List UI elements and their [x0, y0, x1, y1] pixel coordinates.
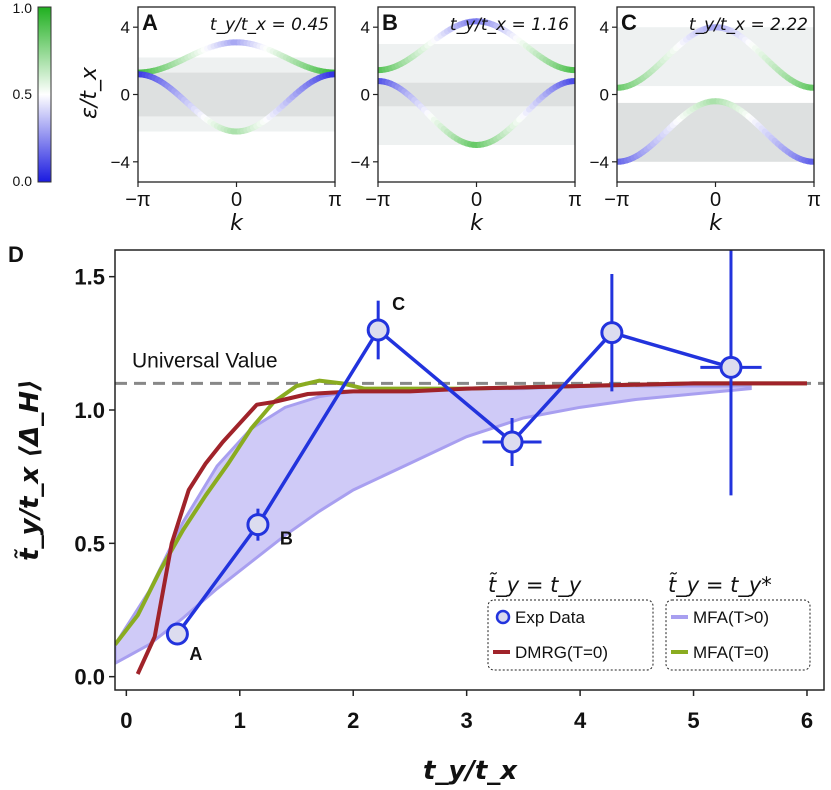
d-y-tick-label: 1.5 [74, 265, 105, 290]
d-y-tick-label: 0.0 [74, 665, 105, 690]
colorbar-tick-low: 0.0 [13, 173, 33, 189]
y-tick-label: −4 [590, 153, 609, 172]
panel-a: 4 0 −4 −π 0 π k A t_y/t_x = 0.45 [111, 6, 342, 236]
band-plot-a [138, 39, 335, 135]
legend: t̃_y = t_y t̃_y = t_y* Exp Data DMRG(T=0… [487, 572, 811, 671]
exp-point-label: C [392, 294, 405, 314]
d-ylabel: t̃_y/t_x ⟨Δ_H⟩ [13, 379, 45, 561]
y-tick-label: 0 [600, 86, 609, 105]
d-y-tick-label: 0.5 [74, 531, 105, 556]
x-tick-label: 0 [231, 189, 242, 211]
d-x-tick-label: 6 [801, 708, 813, 733]
exp-data-point [165, 622, 189, 646]
legend-label-mfa-t0: MFA(T=0) [693, 643, 769, 662]
band-upper [617, 24, 814, 91]
exp-data-line [175, 327, 732, 636]
band-lower [138, 71, 335, 135]
exp-data-point [600, 321, 624, 345]
d-frame [114, 249, 825, 691]
x-tick-label: π [568, 189, 582, 211]
shaded-region [617, 102, 814, 162]
shaded-region [378, 82, 575, 107]
panel-label: C [621, 10, 637, 35]
x-tick-label: π [328, 189, 342, 211]
exp-point-label: B [280, 529, 293, 549]
d-plot-area [115, 250, 824, 675]
y-tick-label: 4 [121, 18, 130, 37]
universal-value-label: Universal Value [132, 349, 278, 372]
panel-label-d: D [8, 242, 24, 267]
y-tick-label: −4 [351, 153, 370, 172]
legend-label-mfa-tpos: MFA(T>0) [693, 608, 769, 627]
legend-box-left [487, 599, 654, 671]
x-tick-label: −π [365, 189, 390, 211]
legend-label-dmrg: DMRG(T=0) [515, 643, 608, 662]
colorbar-tick-high: 1.0 [13, 0, 33, 16]
y-tick-label: 4 [600, 18, 609, 37]
d-x-tick-label: 2 [347, 708, 359, 733]
shaded-region [138, 72, 335, 117]
d-x-tick-label: 4 [574, 708, 587, 733]
exp-point-label: A [189, 644, 202, 664]
band-lower [378, 78, 575, 148]
panel-d: Universal Value A B C 0 1 2 3 4 5 6 0.0 0.5 1.0 1.5 [74, 249, 825, 733]
panel-c: 4 0 −4 −π 0 π k C t_y/t_x = 2.22 [590, 6, 821, 236]
d-x-tick-label: 3 [461, 708, 473, 733]
exp-data-point [500, 430, 524, 454]
exp-data-point [246, 513, 270, 537]
y-tick-label: 4 [361, 18, 370, 37]
y-tick-label: 0 [121, 86, 130, 105]
ratio-label: t_y/t_x = 1.16 [450, 15, 569, 35]
legend-box-right [665, 599, 811, 671]
mfa-tpos-band [115, 384, 752, 666]
y-tick-label: −4 [111, 153, 130, 172]
d-x-tick-label: 1 [234, 708, 246, 733]
panel-label: A [142, 10, 158, 35]
legend-label-exp: Exp Data [515, 608, 585, 627]
exp-data-point [719, 355, 743, 379]
colorbar-tick-mid: 0.5 [13, 86, 33, 102]
ratio-label: t_y/t_x = 2.22 [689, 15, 808, 35]
legend-header-right: t̃_y = t_y* [668, 572, 772, 598]
dmrg-line [135, 381, 807, 675]
colorbar: 1.0 0.5 0.0 [13, 0, 52, 189]
x-axis-label: k [230, 211, 244, 236]
x-tick-label: −π [125, 189, 150, 211]
panel-label: B [382, 10, 398, 35]
y-tick-label: 0 [361, 86, 370, 105]
band-plot-c [617, 24, 814, 165]
ratio-label: t_y/t_x = 0.45 [210, 15, 329, 35]
exp-data-point [366, 318, 390, 342]
d-x-tick-label: 5 [687, 708, 699, 733]
band-lower [617, 98, 814, 165]
panel-b: 4 0 −4 −π 0 π k B t_y/t_x = 1.16 [351, 6, 582, 236]
x-tick-label: −π [604, 189, 629, 211]
x-tick-label: 0 [710, 189, 721, 211]
band-plot-b [378, 18, 575, 148]
d-xlabel: t_y/t_x [423, 756, 518, 786]
x-axis-label: k [709, 211, 723, 236]
d-y-tick-label: 1.0 [74, 398, 105, 423]
x-tick-label: 0 [471, 189, 482, 211]
top-ylabel: ε/t_x [77, 66, 102, 119]
legend-header-left: t̃_y = t_y [488, 572, 582, 598]
legend-marker-exp [495, 609, 511, 625]
x-tick-label: π [807, 189, 821, 211]
x-axis-label: k [470, 211, 484, 236]
band-upper [378, 18, 575, 74]
d-x-tick-label: 0 [120, 708, 132, 733]
